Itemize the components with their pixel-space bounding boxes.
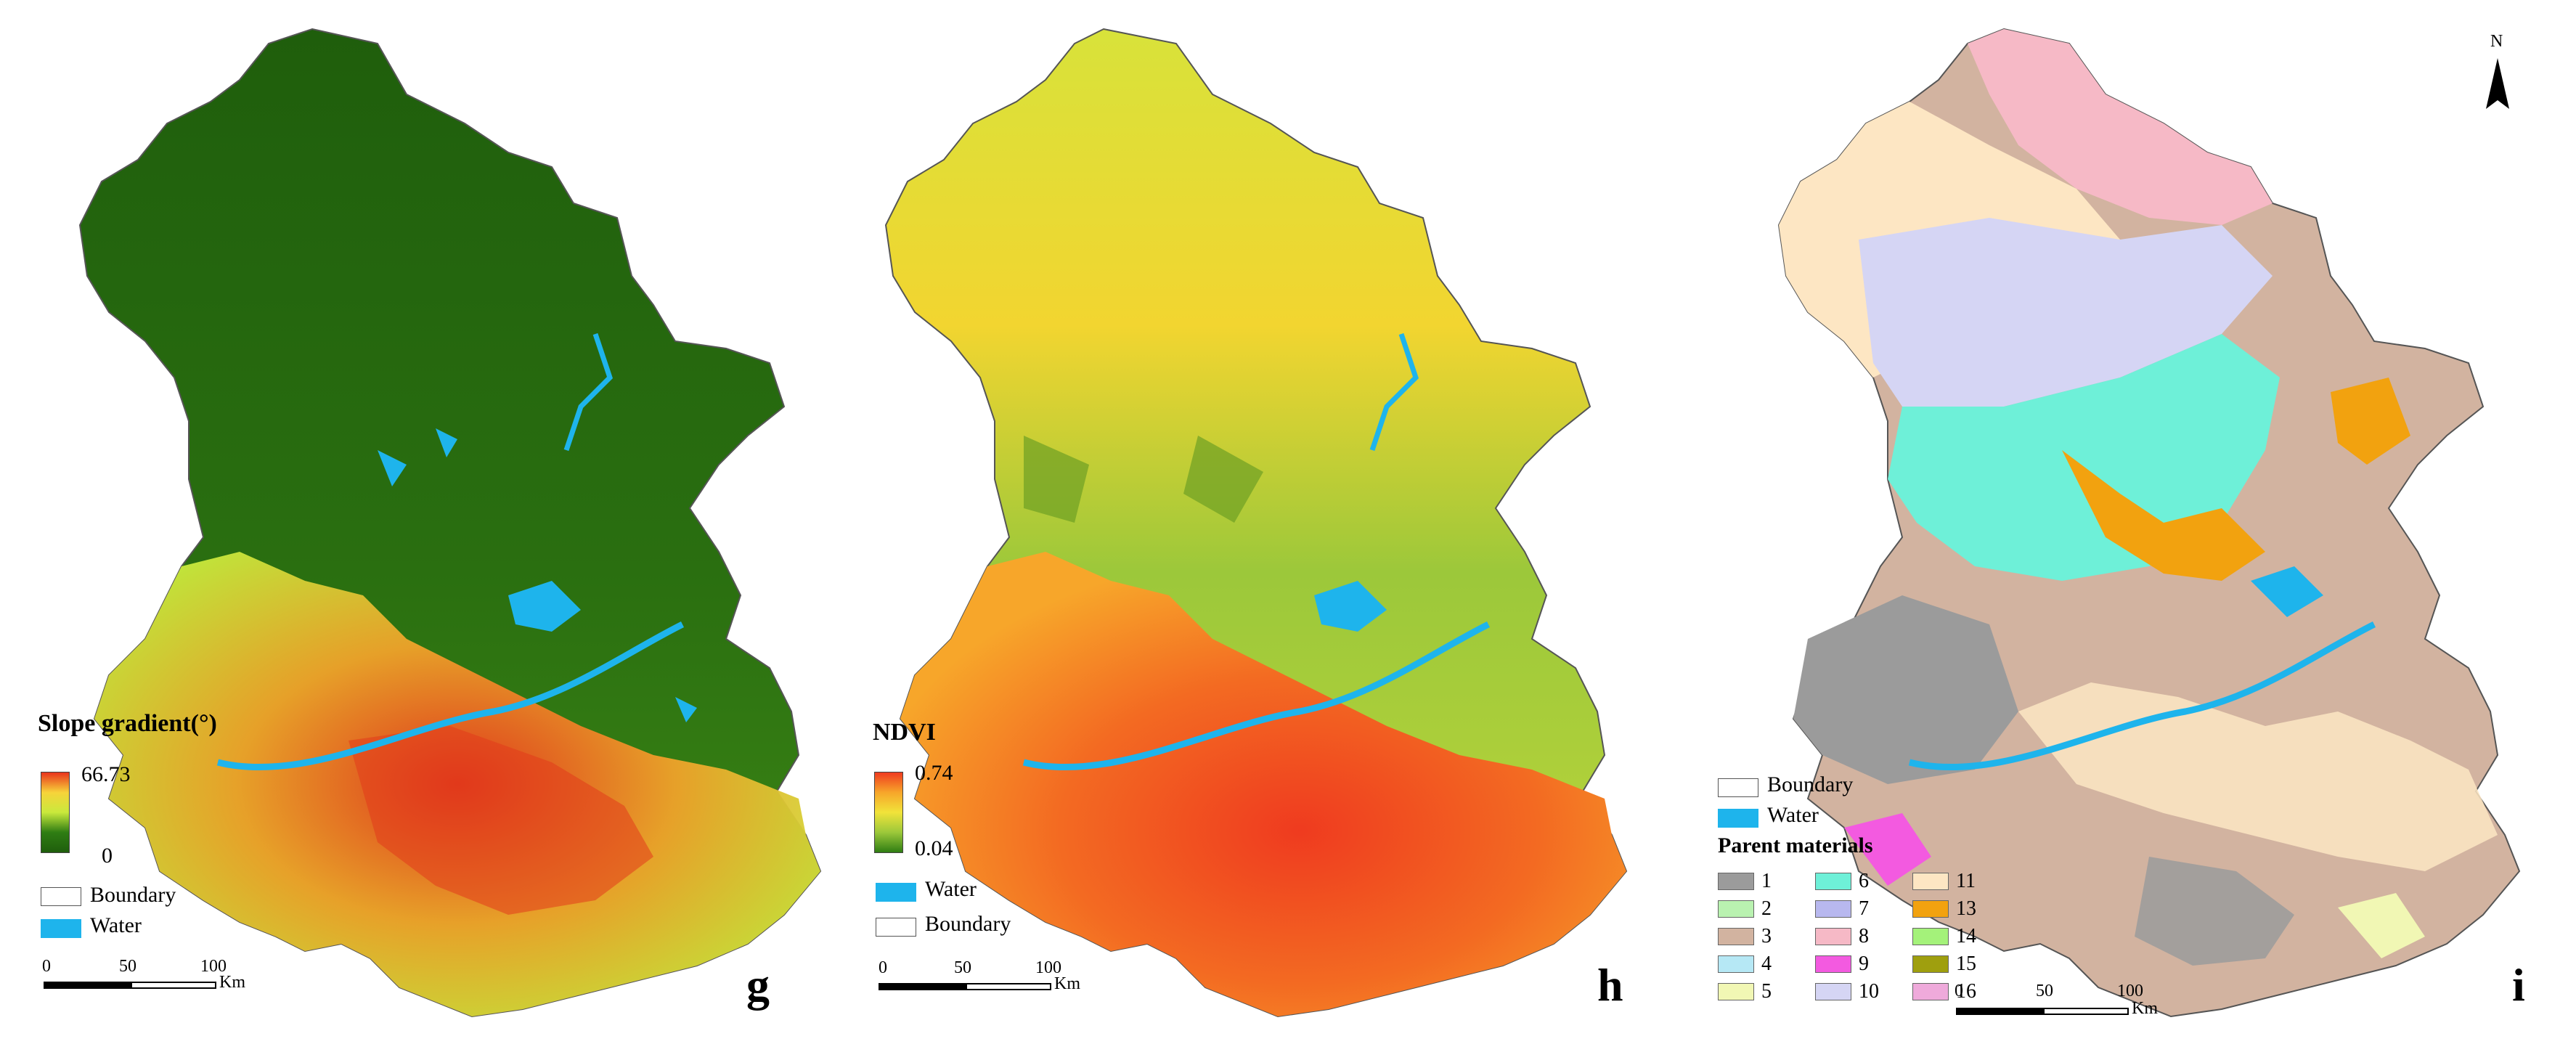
legend-label: 10 [1859,980,1879,1003]
legend-item-7: 7 [1815,897,1869,921]
scale-unit: Km [2132,999,2158,1018]
slope-ramp-min: 0 [102,844,113,868]
legend-item-3: 3 [1718,925,1772,948]
water-label: Water [1767,803,1819,827]
legend-item-4: 4 [1718,953,1772,976]
ndvi-color-ramp [874,772,903,853]
panel-g-slope: Slope gradient(°) 66.73 0 Boundary Water… [0,0,857,1052]
scale-bar-white [131,982,216,989]
ndvi-map [884,28,1628,1018]
scale-unit: Km [219,973,245,992]
legend-swatch [1912,983,1949,1000]
boundary-swatch [41,887,81,906]
legend-swatch [1912,955,1949,973]
scale-tick-0: 0 [1955,982,1963,1000]
legend-label: 3 [1761,925,1772,947]
legend-item-16: 16 [1912,980,1976,1003]
north-label: N [2490,32,2503,51]
legend-label: 13 [1956,897,1976,920]
boundary-label: Boundary [90,883,176,907]
scale-bar-black [1956,1008,2043,1015]
scale-bar-white [2043,1008,2129,1015]
legend-label: 4 [1761,953,1772,975]
legend-label: 1 [1761,870,1772,892]
legend-label: 15 [1956,953,1976,975]
legend-label: 7 [1859,897,1869,920]
legend-item-15: 15 [1912,953,1976,976]
slope-ramp-max: 66.73 [81,762,131,786]
slope-color-ramp [41,772,70,853]
scale-tick-50: 50 [954,958,971,977]
scale-bar-white [966,983,1051,990]
legend-swatch [1815,900,1851,918]
legend-swatch [1815,873,1851,890]
legend-swatch [1815,955,1851,973]
legend-swatch [1815,983,1851,1000]
legend-label: 11 [1956,870,1976,892]
water-swatch [41,919,81,938]
ndvi-legend-title: NDVI [873,719,936,746]
legend-label: 6 [1859,870,1869,892]
scale-tick-0: 0 [42,957,51,976]
legend-swatch [1718,900,1754,918]
legend-label: 5 [1761,980,1772,1003]
legend-swatch [1815,928,1851,945]
legend-item-1: 1 [1718,870,1772,893]
scale-unit: Km [1054,974,1080,993]
legend-item-14: 14 [1912,925,1976,948]
legend-item-9: 9 [1815,953,1869,976]
legend-swatch [1912,900,1949,918]
scale-bar-black [44,982,131,989]
parent-materials-map [1777,28,2521,1018]
legend-label: 9 [1859,953,1869,975]
water-label: Water [90,913,142,937]
legend-swatch [1718,928,1754,945]
legend-item-2: 2 [1718,897,1772,921]
legend-swatch [1718,873,1754,890]
legend-item-10: 10 [1815,980,1879,1003]
legend-item-6: 6 [1815,870,1869,893]
ndvi-ramp-min: 0.04 [915,836,953,860]
boundary-label: Boundary [1767,772,1854,796]
panel-letter-g: g [746,959,770,1011]
legend-item-13: 13 [1912,897,1976,921]
scale-tick-50: 50 [2036,982,2053,1000]
panel-letter-i: i [2512,959,2525,1011]
legend-label: 8 [1859,925,1869,947]
boundary-label: Boundary [925,912,1011,936]
ndvi-ramp-max: 0.74 [915,761,953,785]
parent-materials-legend-title: Parent materials [1718,833,1873,857]
water-label: Water [925,877,977,901]
slope-legend-title: Slope gradient(°) [38,710,217,737]
legend-label: 14 [1956,925,1976,947]
slope-map [78,28,822,1018]
panel-letter-h: h [1597,959,1623,1011]
scale-tick-100: 100 [2117,982,2143,1000]
panel-i-parent-materials: N Boundary Water Parent materials 1 2 3 4 5 6… [1713,0,2576,1052]
water-swatch [1718,809,1758,828]
legend-item-5: 5 [1718,980,1772,1003]
scale-tick-50: 50 [119,957,136,976]
scale-bar-black [879,983,966,990]
legend-item-11: 11 [1912,870,1976,893]
water-swatch [876,883,916,902]
scale-tick-100: 100 [200,957,227,976]
panel-h-ndvi: NDVI 0.74 0.04 Water Boundary 0 50 100 K… [857,0,1713,1052]
boundary-swatch [876,918,916,937]
legend-label: 2 [1761,897,1772,920]
north-arrow-icon [2486,58,2509,109]
legend-swatch [1718,955,1754,973]
scale-tick-100: 100 [1035,958,1061,977]
legend-label: 16 [1956,980,1976,1003]
boundary-swatch [1718,778,1758,797]
scale-tick-0: 0 [879,958,887,977]
legend-swatch [1718,983,1754,1000]
legend-swatch [1912,928,1949,945]
legend-swatch [1912,873,1949,890]
legend-item-8: 8 [1815,925,1869,948]
